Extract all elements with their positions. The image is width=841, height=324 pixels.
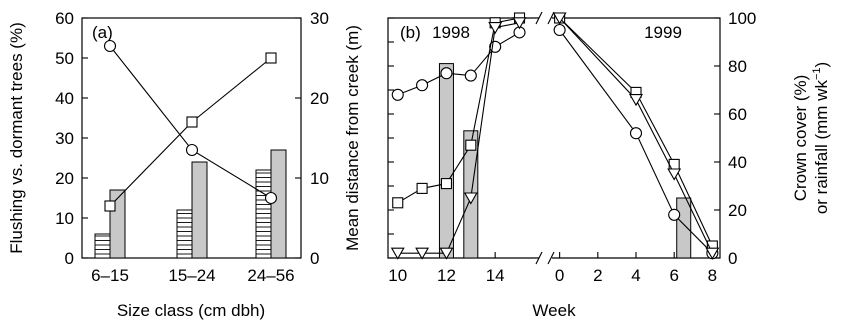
b-x-tick-label: 0 <box>555 266 564 285</box>
a-left-tick-label: 60 <box>55 9 74 28</box>
crown-point-triangle <box>552 12 567 25</box>
a-x-tick-label: 15–24 <box>168 266 215 285</box>
a-left-tick-label: 20 <box>55 169 74 188</box>
axis-break-bottom <box>535 251 555 265</box>
crown-line-circle <box>559 29 713 254</box>
crown-line-triangle <box>559 17 713 254</box>
panel-b-xlabel: Week <box>532 301 576 320</box>
a-right-tick-label: 10 <box>310 169 329 188</box>
a-bar-hatched <box>176 209 193 259</box>
crown-point-triangle <box>667 168 682 181</box>
a-left-tick-label: 0 <box>65 249 74 268</box>
a-point-circle <box>185 143 199 157</box>
a-bar-hatched <box>255 169 272 259</box>
a-point-square <box>186 116 198 128</box>
b-right-tick-label: 40 <box>728 153 747 172</box>
year-1998-label: 1998 <box>432 23 470 42</box>
a-point-circle <box>264 191 278 205</box>
crown-point-circle <box>668 208 681 221</box>
a-left-tick-label: 10 <box>55 209 74 228</box>
panel-a-ylabel-left: Flushing vs. dormant trees (%) <box>7 22 26 253</box>
crown-point-triangle <box>488 22 503 35</box>
crown-line-square <box>397 17 520 204</box>
panel-a: (a) Size class (cm dbh) Flushing vs. dor… <box>7 9 362 320</box>
panel-a-label: (a) <box>92 23 113 42</box>
rainfall-bar <box>438 63 454 259</box>
crown-point-triangle <box>463 192 478 205</box>
ylabel-line2-sup: −1 <box>811 68 823 81</box>
crown-point-triangle <box>390 247 405 260</box>
ylabel-line2-tail: ) <box>812 62 831 68</box>
panel-b-ylabel-right-line1: Crown cover (%) <box>791 75 810 202</box>
a-point-circle <box>103 39 117 53</box>
crown-point-circle <box>391 88 404 101</box>
panel-a-ylabel-right: Mean distance from creek (m) <box>343 25 362 251</box>
crown-line-square <box>559 17 713 247</box>
a-point-square <box>265 52 277 64</box>
crown-point-square <box>465 139 477 151</box>
panel-b: (b) 1998 1999 Week Crown cover (%) or ra… <box>387 9 831 320</box>
axis-break-top <box>535 11 555 25</box>
a-bar-gray <box>191 161 208 259</box>
a-right-tick-label: 20 <box>310 89 329 108</box>
crown-point-circle <box>464 69 477 82</box>
b-x-tick-label: 4 <box>631 266 640 285</box>
a-left-tick-label: 40 <box>55 89 74 108</box>
crown-point-circle <box>553 23 566 37</box>
b-x-tick-label: 10 <box>388 266 407 285</box>
a-right-tick-label: 30 <box>310 9 329 28</box>
a-left-tick-label: 50 <box>55 49 74 68</box>
crown-point-circle <box>416 79 429 92</box>
year-1999-label: 1999 <box>644 23 682 42</box>
crown-point-triangle <box>705 247 720 260</box>
crown-line-triangle <box>397 22 520 254</box>
a-right-tick-label: 0 <box>310 249 319 268</box>
rainfall-bar <box>676 197 692 259</box>
crown-point-square <box>392 197 404 209</box>
crown-point-triangle <box>415 247 430 260</box>
a-point-square <box>104 200 116 212</box>
b-x-tick-label: 2 <box>593 266 602 285</box>
a-x-tick-label: 24–56 <box>247 266 294 285</box>
crown-point-triangle <box>439 247 454 260</box>
a-bar-gray <box>109 189 126 259</box>
b-x-tick-label: 14 <box>486 266 505 285</box>
crown-point-circle <box>440 67 453 80</box>
b-right-tick-label: 60 <box>728 105 747 124</box>
ylabel-line2-main: or rainfall (mm wk <box>812 80 831 215</box>
crown-point-triangle <box>629 94 643 107</box>
crown-point-square <box>416 182 428 194</box>
panel-b-ylabel-right-line2: or rainfall (mm wk−1) <box>811 62 831 214</box>
b-x-tick-label: 8 <box>708 266 717 285</box>
crown-point-circle <box>629 127 643 140</box>
b-right-tick-label: 20 <box>728 201 747 220</box>
crown-point-square <box>440 178 453 190</box>
a-bar-gray <box>270 149 287 259</box>
panel-b-label: (b) <box>400 23 421 42</box>
a-x-tick-label: 6–15 <box>91 266 129 285</box>
crown-point-triangle <box>512 17 527 30</box>
b-right-tick-label: 80 <box>728 57 747 76</box>
a-bar-hatched <box>94 233 111 259</box>
b-x-tick-label: 12 <box>437 266 456 285</box>
a-left-tick-label: 30 <box>55 129 74 148</box>
b-right-tick-label: 100 <box>728 9 756 28</box>
b-right-tick-label: 0 <box>728 249 737 268</box>
panel-a-xlabel: Size class (cm dbh) <box>117 301 265 320</box>
b-x-tick-label: 6 <box>669 266 678 285</box>
